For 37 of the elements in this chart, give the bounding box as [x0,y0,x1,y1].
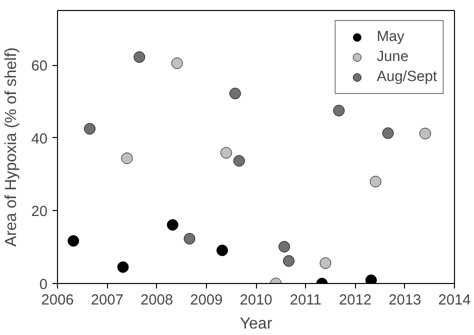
point [370,176,382,188]
y-tick-label: 0 [39,277,48,293]
point [333,104,345,116]
x-tick-label: 2008 [140,292,174,308]
x-tick-label: 2013 [388,292,422,308]
point [216,244,228,256]
point [134,51,146,63]
y-axis-title: Area of Hypoxia (% of shelf) [3,47,20,247]
point [278,240,290,252]
point [220,147,232,159]
point [382,127,394,139]
point [117,261,129,273]
y-tick-label: 40 [31,131,48,148]
point [171,58,183,70]
point [283,255,295,267]
x-tick-label: 2010 [240,292,272,308]
x-tick-label: 2007 [90,292,124,308]
x-tick-label: 2006 [41,292,74,308]
x-axis-title: Year [240,316,273,332]
x-tick-label: 2009 [190,292,223,308]
legend-label: Aug/Sept [376,69,437,85]
point [229,88,241,100]
x-tick-label: 2011 [290,292,322,308]
point [184,232,196,244]
point [419,128,431,140]
y-tick-label: 20 [31,204,48,220]
point [68,235,80,247]
y-tick-label: 60 [31,58,48,75]
point [320,257,332,269]
point [84,123,96,135]
x-tick-label: 2014 [438,292,471,308]
point [233,155,245,167]
legend-label: June [376,49,408,65]
point [121,152,133,164]
legend-label: May [376,29,404,45]
x-tick-label: 2012 [338,292,372,308]
point [166,219,178,231]
